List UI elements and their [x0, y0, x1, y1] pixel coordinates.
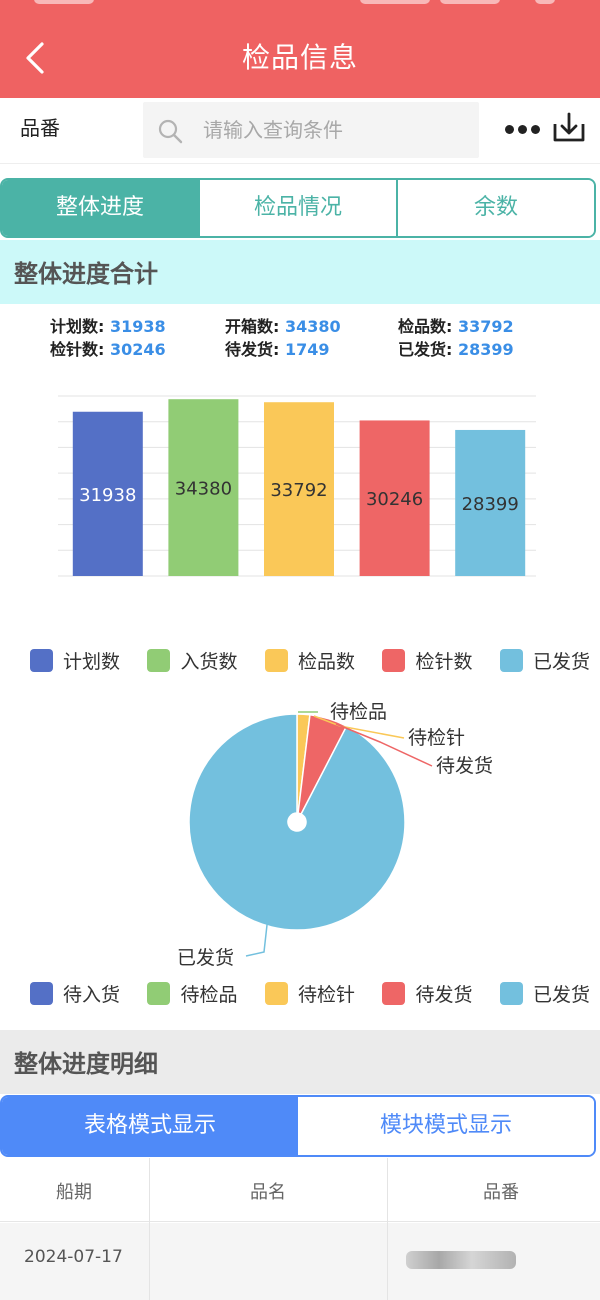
- stat-planned: 计划数: 31938: [50, 317, 166, 336]
- legend-swatch: [30, 981, 53, 1005]
- chevron-left-icon: [26, 42, 44, 74]
- legend-swatch: [382, 648, 406, 672]
- pie-hole: [288, 813, 306, 831]
- legend-swatch: [499, 981, 523, 1005]
- header-bar: 检品信息: [0, 0, 600, 98]
- search-box[interactable]: [143, 102, 479, 158]
- stat-inspected: 检品数: 33792: [398, 317, 514, 336]
- stat-opened: 开箱数: 34380: [225, 317, 341, 336]
- stat-shipped: 已发货: 28399: [398, 340, 514, 359]
- cell-product-number-redacted: [406, 1251, 516, 1269]
- column-header-product-number[interactable]: 品番: [483, 1182, 519, 1203]
- legend-swatch: [382, 981, 406, 1005]
- bar[interactable]: [168, 399, 239, 576]
- legend-label: 待检针: [297, 983, 355, 1006]
- summary-title: 整体进度合计: [14, 260, 158, 288]
- bar-value-label: 30246: [366, 489, 423, 510]
- legend-item[interactable]: 已发货: [499, 976, 590, 1010]
- more-options-button[interactable]: [505, 120, 541, 140]
- legend-label: 待发货: [415, 983, 473, 1006]
- legend-label: 入货数: [180, 650, 238, 673]
- back-button[interactable]: [18, 38, 54, 78]
- pie-slice-label: 待发货: [436, 755, 493, 777]
- legend-label: 待检品: [180, 983, 238, 1006]
- bar[interactable]: [359, 420, 430, 576]
- search-row: 品番: [0, 98, 600, 164]
- legend-label: 检品数: [297, 650, 355, 673]
- display-mode-toggle: 表格模式显示 模块模式显示: [0, 1095, 596, 1157]
- bar[interactable]: [72, 411, 143, 576]
- legend-item[interactable]: 待发货: [382, 976, 472, 1010]
- legend-item[interactable]: 待检品: [147, 976, 238, 1010]
- legend-item[interactable]: 待入货: [30, 976, 120, 1010]
- bar-value-label: 28399: [462, 494, 519, 515]
- column-header-ship-date[interactable]: 船期: [56, 1182, 92, 1203]
- pie-slice-label: 已发货: [177, 947, 234, 969]
- legend-label: 已发货: [532, 983, 590, 1006]
- pie-slice-label: 待检品: [330, 701, 387, 723]
- legend-label: 计划数: [63, 650, 121, 673]
- column-header-product-name[interactable]: 品名: [250, 1182, 286, 1203]
- legend-item[interactable]: 入货数: [147, 643, 238, 677]
- tab-inspection-status[interactable]: 检品情况: [198, 180, 396, 236]
- column-divider: [149, 1158, 150, 1300]
- search-icon: [158, 119, 183, 144]
- pie-chart-legend: 待入货 待检品 待检针 待发货 已发货: [30, 976, 590, 1010]
- legend-item[interactable]: 已发货: [499, 643, 590, 677]
- legend-swatch: [147, 648, 171, 672]
- legend-swatch: [499, 648, 523, 672]
- table-header: 船期 品名 品番: [0, 1158, 600, 1222]
- legend-swatch: [264, 648, 288, 672]
- bar[interactable]: [264, 402, 334, 576]
- bar-value-label: 31938: [79, 485, 136, 506]
- legend-swatch: [147, 981, 171, 1005]
- column-divider: [387, 1158, 388, 1300]
- progress-bar-chart: 31938 34380 33792 30246 28399: [58, 395, 536, 577]
- pie-slice-label: 待检针: [408, 727, 465, 749]
- table-row[interactable]: 2024-07-17: [0, 1223, 600, 1300]
- legend-swatch: [264, 981, 288, 1005]
- bar-value-label: 33792: [270, 480, 327, 501]
- search-field-label: 品番: [20, 116, 60, 140]
- bar-chart-legend: 计划数 入货数 检品数 检针数 已发货: [30, 643, 590, 677]
- legend-swatch: [30, 648, 53, 672]
- card-mode-button[interactable]: 模块模式显示: [298, 1097, 594, 1155]
- legend-item[interactable]: 待检针: [264, 976, 355, 1010]
- pie-label-leader: [335, 723, 433, 767]
- status-bar: [0, 0, 600, 8]
- legend-item[interactable]: 检品数: [264, 643, 355, 677]
- more-dots-icon: [505, 125, 514, 134]
- stat-needle-checked: 检针数: 30246: [50, 340, 166, 359]
- pie-label-leader: [245, 915, 269, 957]
- legend-label: 检针数: [415, 650, 473, 673]
- legend-item[interactable]: 检针数: [382, 643, 472, 677]
- download-button[interactable]: [551, 110, 587, 146]
- stat-pending-shipment: 待发货: 1749: [225, 340, 330, 359]
- detail-title: 整体进度明细: [14, 1050, 158, 1078]
- cell-ship-date: 2024-07-17: [24, 1247, 123, 1267]
- summary-header: 整体进度合计: [0, 240, 600, 304]
- bar-value-label: 34380: [175, 479, 232, 500]
- tab-remainder[interactable]: 余数: [396, 180, 594, 236]
- legend-item[interactable]: 计划数: [30, 643, 120, 677]
- table-mode-button[interactable]: 表格模式显示: [2, 1097, 298, 1155]
- legend-label: 已发货: [532, 650, 590, 673]
- tab-bar: 整体进度 检品情况 余数: [0, 178, 596, 238]
- search-input[interactable]: [203, 110, 463, 150]
- detail-header: 整体进度明细: [0, 1030, 600, 1094]
- download-icon: [553, 112, 585, 142]
- bar[interactable]: [455, 429, 526, 576]
- tab-overall-progress[interactable]: 整体进度: [2, 180, 198, 236]
- page-title: 检品信息: [241, 41, 358, 74]
- legend-label: 待入货: [63, 983, 121, 1006]
